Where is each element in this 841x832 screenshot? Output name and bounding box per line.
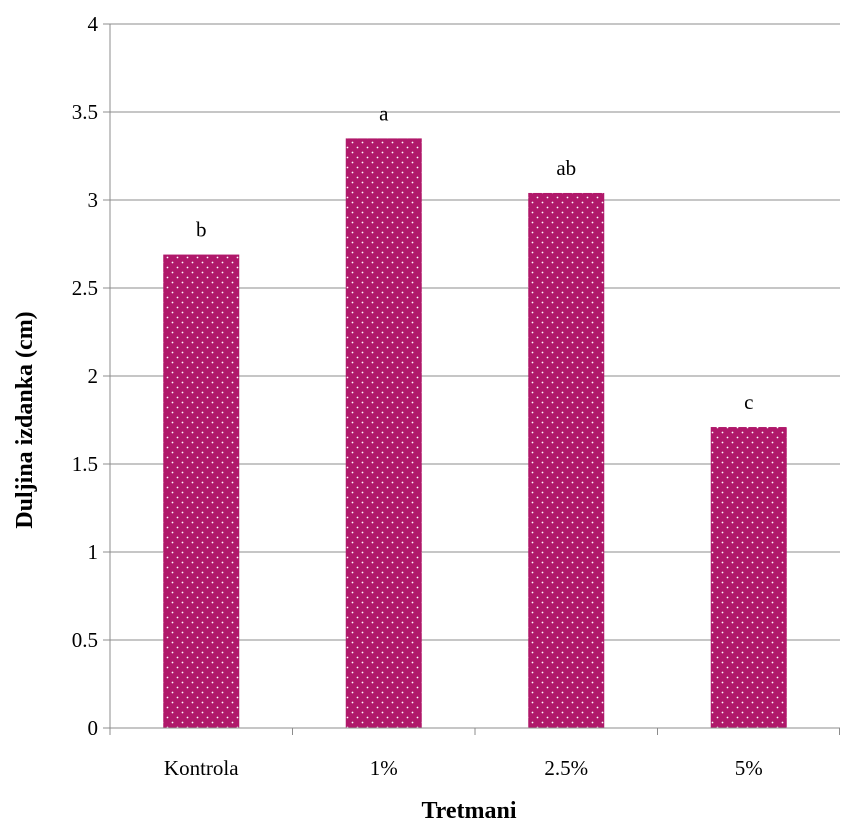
y-tick-label: 4 [88,12,99,36]
bar [528,192,605,728]
data-label: a [379,101,389,125]
y-tick-label: 2.5 [72,276,98,300]
y-axis-title: Duljina izdanka (cm) [12,311,38,528]
y-tick-label: 0 [88,716,99,740]
x-tick-label: 2.5% [544,756,588,780]
x-tick-label: 5% [735,756,763,780]
x-axis-title: Tretmani [421,798,516,824]
bar [163,254,240,728]
x-tick-label: 1% [370,756,398,780]
y-tick-label: 3.5 [72,100,98,124]
bars [163,138,787,728]
y-tick-label: 1 [88,540,99,564]
bar [345,138,422,728]
data-label: ab [556,156,576,180]
y-tick-label: 0.5 [72,628,98,652]
data-label: b [196,218,207,242]
bar [710,427,787,728]
axes [103,23,840,735]
y-tick-label: 2 [88,364,99,388]
labels: 0 0.5 1 1.5 2 2.5 3 3.5 4 b Kontrola a 1% ab 2.5% c 5% [72,12,763,780]
y-tick-label: 3 [88,188,99,212]
y-tick-label: 1.5 [72,452,98,476]
data-label: c [744,390,753,414]
x-tick-label: Kontrola [164,756,239,780]
